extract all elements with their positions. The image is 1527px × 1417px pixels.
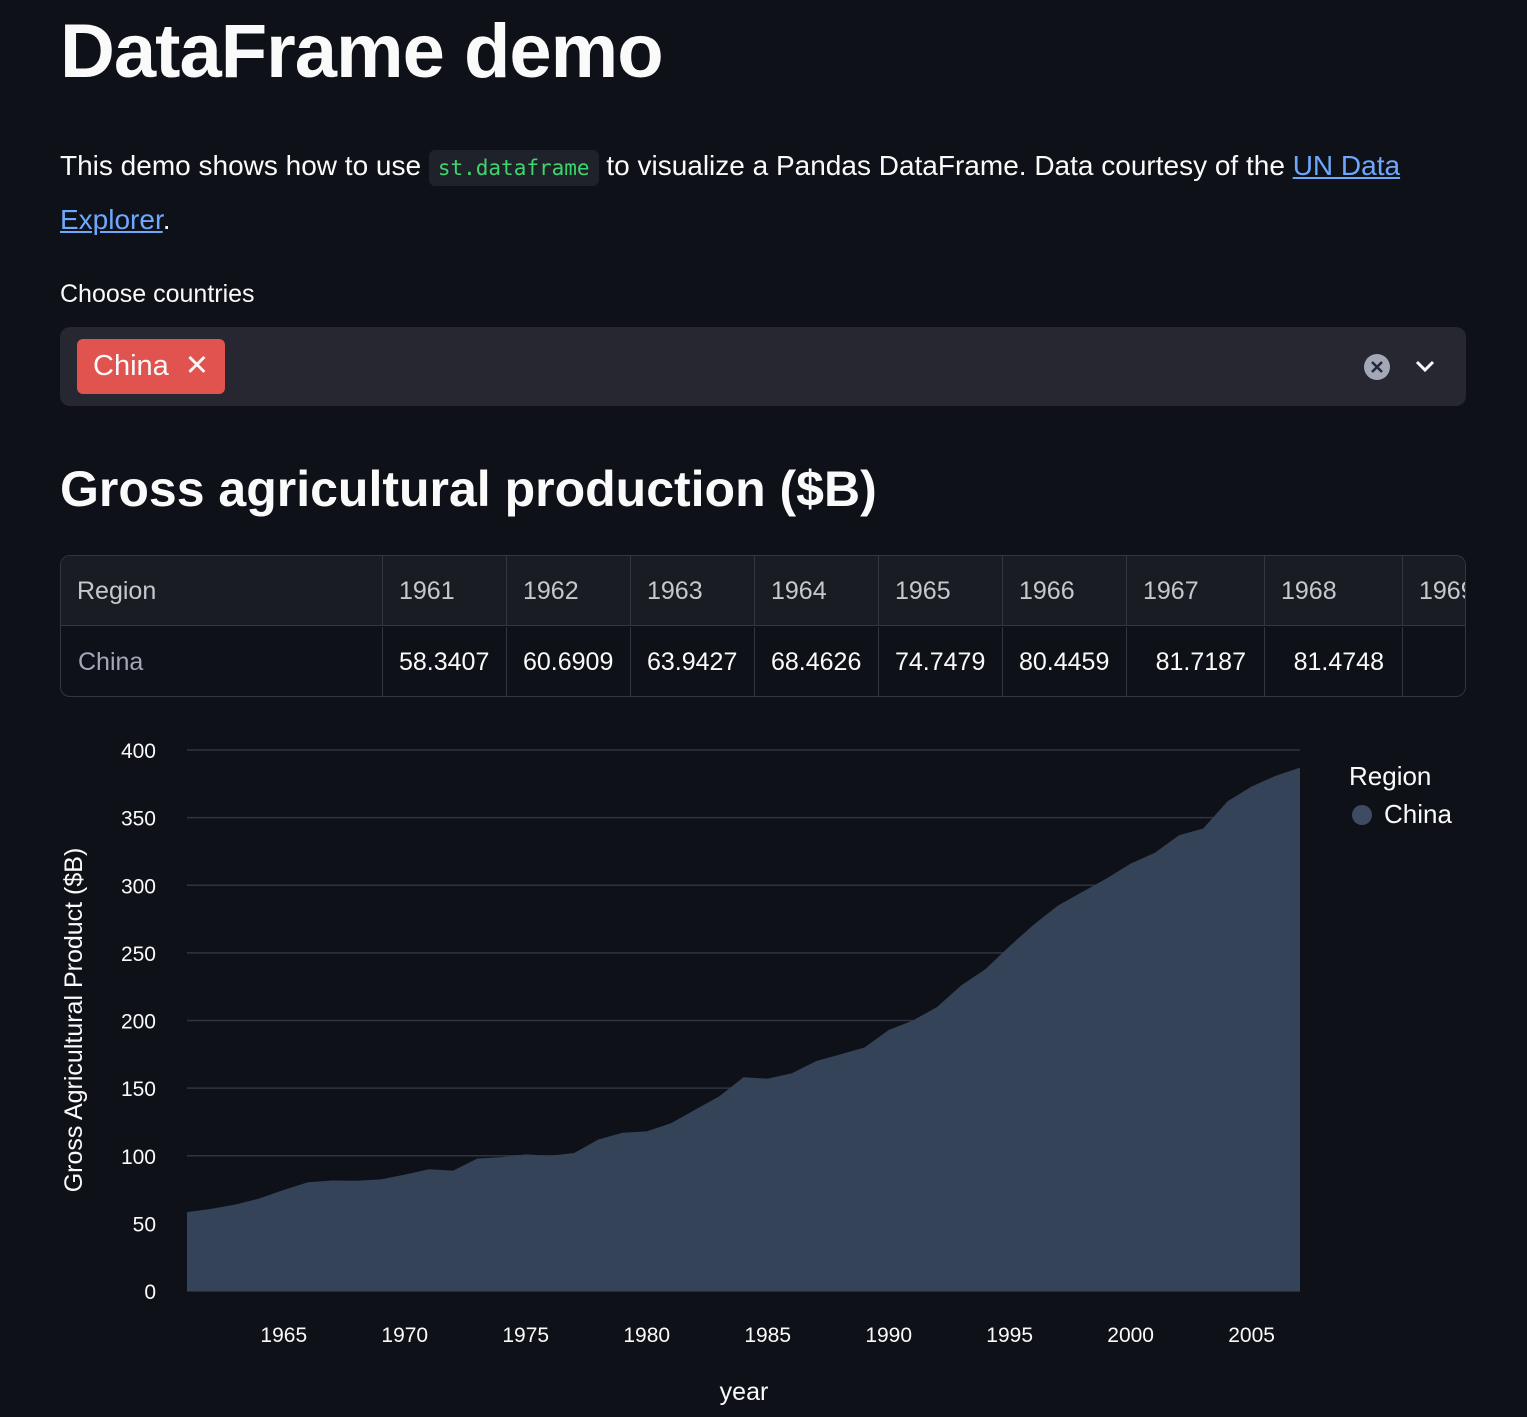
y-tick-label: 400 [121,740,156,763]
table-cell: 63.9427 [631,627,755,696]
x-tick-label: 1985 [744,1324,791,1347]
x-tick-label: 2000 [1107,1324,1154,1347]
column-header: 1965 [879,556,1003,626]
text: to visualize a Pandas DataFrame. Data co… [598,150,1293,181]
table-cell: 60.6909 [507,627,631,696]
row-index: China [61,627,383,696]
description: This demo shows how to use st.dataframe … [60,140,1440,245]
y-tick-label: 350 [121,808,156,831]
column-header: 1969 [1403,556,1465,626]
text: This demo shows how to use [60,150,429,181]
y-tick-label: 250 [121,943,156,966]
table-cell: 81.4748 [1265,627,1403,696]
clear-icon [1371,361,1383,373]
column-header: 1963 [631,556,755,626]
x-tick-label: 2005 [1228,1324,1275,1347]
tag-remove[interactable]: ✕ [184,350,210,382]
legend-label: China [1384,799,1452,829]
column-header: 1961 [383,556,507,626]
chart: 0 50 100 150 200 250 300 350 400 1965 1970 1975 1980… [60,740,1452,1406]
controls [1364,354,1435,380]
multiselect[interactable]: China ✕ [60,327,1466,406]
y-tick-label: 150 [121,1078,156,1101]
table-cell: 80.4459 [1003,627,1127,696]
x-tick-label: 1965 [260,1324,307,1347]
column-header: 1964 [755,556,879,626]
table-cell: 81.7187 [1127,627,1265,696]
tag-text: China [93,350,169,382]
link[interactable]: UN Data Explorer [60,150,1401,235]
x-axis-title: year [720,1378,769,1406]
y-tick-label: 200 [121,1011,156,1034]
x-tick-label: 1975 [502,1324,549,1347]
legend-swatch [1352,805,1372,825]
column-header: 1962 [507,556,631,626]
table-cell: 68.4626 [755,627,879,696]
multiselect-label: Choose countries [60,280,255,308]
column-header: 1967 [1127,556,1265,626]
x-tick-label: 1990 [865,1324,912,1347]
dropdown-chevron[interactable] [1415,360,1435,373]
subheader: Gross agricultural production ($B) [60,461,877,517]
area [187,767,1300,1291]
column-header: 1966 [1003,556,1127,626]
y-axis-title: Gross Agricultural Product ($B) [60,848,88,1193]
table-cell: 74.7479 [879,627,1003,696]
table-cell: 82.5 [1403,627,1465,696]
legend-title: Region [1349,761,1431,791]
x-tick-label: 1995 [986,1324,1033,1347]
y-tick-label: 300 [121,875,156,898]
y-tick-label: 0 [144,1281,156,1304]
code: st.dataframe [428,150,599,186]
y-tick-label: 50 [133,1213,156,1236]
page-title: DataFrame demo [60,9,664,94]
column-header: 1968 [1265,556,1403,626]
text: . [162,204,171,235]
x-tick-label: 1970 [381,1324,428,1347]
y-tick-label: 100 [121,1146,156,1169]
dataframe: Region China 1961 58.3407 1962 60.6909 1963 63.… [60,555,1466,697]
selected-tag[interactable]: China ✕ [77,339,226,394]
x-tick-label: 1980 [623,1324,670,1347]
index-header: Region [61,556,383,626]
table-cell: 58.3407 [383,627,507,696]
